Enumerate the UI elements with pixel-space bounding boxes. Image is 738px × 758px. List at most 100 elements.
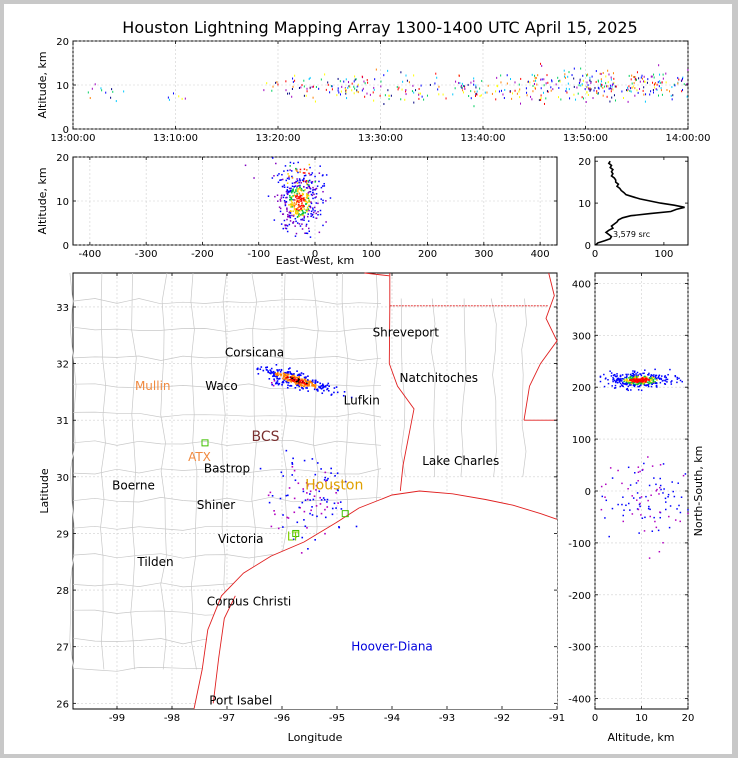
city-label: Shiner (197, 498, 236, 512)
map-source-point (304, 384, 306, 387)
ew-source-point (286, 210, 288, 212)
time-source-point (356, 89, 358, 92)
time-source-point (390, 94, 392, 97)
map-source-point (303, 376, 306, 379)
mississippi-river (523, 272, 558, 421)
city-label: Boerne (112, 478, 155, 492)
time-source-point (337, 87, 339, 90)
ns-source-point (645, 384, 647, 386)
ns-source-point (627, 381, 630, 383)
ew-source-point (298, 209, 300, 211)
ns-source-point (604, 517, 606, 519)
ns-source-point (652, 377, 655, 379)
time-source-point (665, 81, 667, 84)
ns-source-point (629, 379, 631, 381)
ns-source-point (610, 375, 613, 377)
ew-source-point (308, 187, 311, 189)
map-source-point (294, 376, 297, 379)
time-source-point (452, 93, 454, 96)
lma-station-marker (292, 529, 300, 537)
time-source-point (641, 74, 643, 77)
map-source-point (285, 449, 288, 452)
ew-source-point (291, 170, 293, 172)
time-source-point (351, 82, 353, 85)
map-source-point (299, 389, 301, 391)
time-source-point (519, 88, 521, 91)
ew-source-point (316, 185, 319, 187)
time-source-point (551, 79, 553, 82)
ew-source-point (292, 188, 294, 190)
time-source-point (661, 93, 663, 96)
north-south-tick-label: 400 (572, 279, 591, 290)
time-source-point (659, 73, 661, 76)
map-source-point (330, 472, 332, 474)
time-source-point (655, 88, 657, 91)
time-source-point (320, 78, 322, 81)
time-source-point (540, 96, 542, 99)
map-source-point (309, 490, 312, 493)
city-label: LT (287, 529, 300, 543)
ew-source-point (314, 181, 316, 183)
time-source-point (327, 83, 329, 86)
ew-source-point (298, 210, 301, 212)
ew-source-point (291, 214, 293, 217)
ns-source-point (599, 376, 602, 378)
map-source-point (335, 507, 337, 509)
time-source-point (285, 80, 287, 83)
map-source-point (315, 505, 318, 507)
time-source-point (348, 85, 350, 88)
ns-source-point (618, 381, 621, 383)
ns-source-point (658, 550, 661, 553)
ew-source-point (307, 197, 310, 200)
map-source-point (268, 378, 271, 380)
ns-source-point (642, 380, 645, 382)
map-source-point (286, 381, 288, 384)
map-source-point (316, 388, 319, 391)
time-source-point (631, 82, 633, 85)
ew-source-point (296, 182, 299, 184)
map-source-point (285, 380, 287, 383)
ew-source-point (307, 208, 309, 210)
time-source-point (586, 91, 588, 94)
ns-source-point (613, 387, 616, 389)
ns-source-point (655, 374, 658, 377)
time-source-point (606, 95, 608, 98)
ew-source-point (304, 174, 307, 177)
ns-source-point (623, 378, 625, 380)
ew-source-point (303, 198, 305, 201)
time-source-point (337, 77, 339, 80)
time-source-point (461, 82, 463, 85)
ew-source-point (314, 188, 317, 191)
ew-source-point (303, 196, 305, 199)
map-source-point (306, 492, 308, 494)
ew-source-point (302, 212, 305, 214)
ns-source-point (632, 375, 634, 377)
time-source-point (331, 88, 333, 91)
time-source-point (275, 81, 277, 84)
map-source-point (280, 374, 282, 377)
map-source-point (284, 374, 286, 376)
ew-source-point (286, 230, 289, 233)
ns-altitude-tick-label: 10 (635, 713, 648, 724)
ew-source-point (289, 203, 292, 206)
time-source-point (500, 74, 502, 77)
ns-source-point (636, 379, 639, 382)
ns-source-point (640, 373, 642, 375)
lma-station-marker (341, 510, 349, 518)
time-source-point (400, 71, 402, 74)
map-ylabel: Latitude (38, 468, 51, 514)
ew-source-point (291, 175, 293, 178)
time-source-point (348, 81, 350, 84)
ew-source-point (301, 209, 304, 212)
ew-source-point (311, 194, 314, 197)
ns-source-point (642, 378, 645, 380)
ns-source-point (629, 383, 631, 385)
ns-source-point (669, 368, 671, 371)
map-source-point (291, 375, 293, 378)
ns-source-point (615, 380, 617, 383)
time-source-point (529, 81, 531, 84)
time-source-point (653, 76, 655, 79)
ew-source-point (289, 206, 292, 208)
ew-source-point (310, 181, 313, 183)
time-source-point (637, 91, 639, 94)
